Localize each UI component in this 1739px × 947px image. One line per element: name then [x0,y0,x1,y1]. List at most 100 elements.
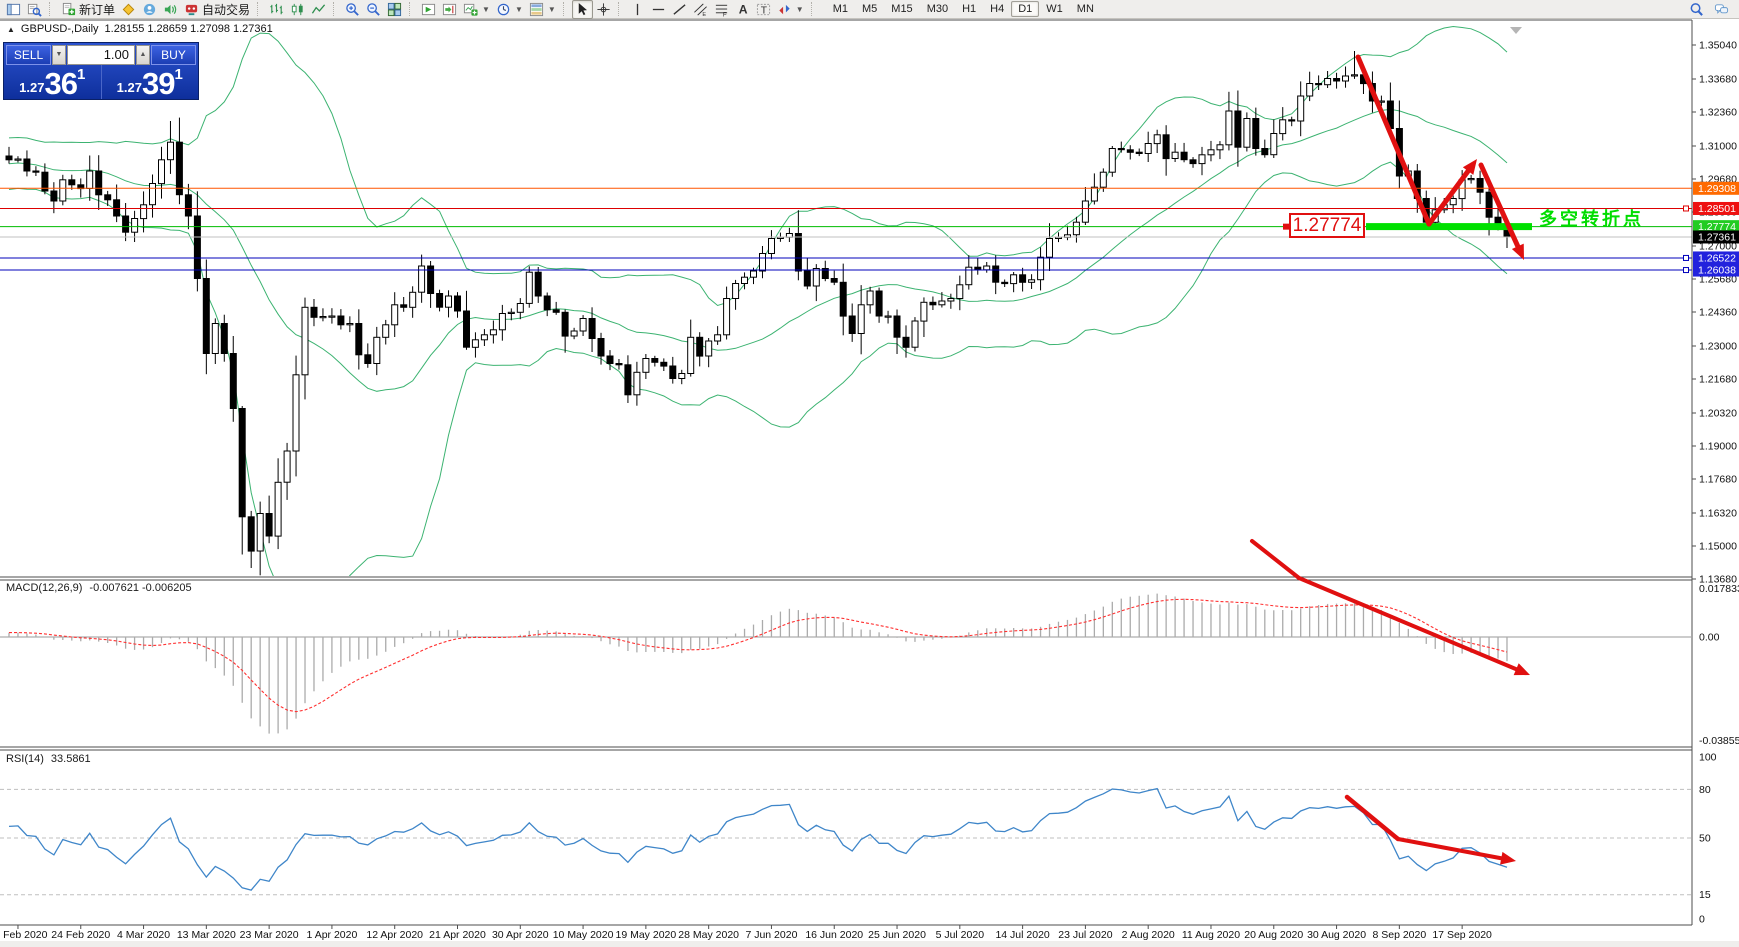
svg-text:1.26038: 1.26038 [1698,265,1736,277]
svg-text:30 Aug 2020: 30 Aug 2020 [1307,929,1366,941]
toggle-market-watch[interactable] [3,0,24,19]
svg-text:0.00: 0.00 [1699,632,1720,644]
timeframe-h1[interactable]: H1 [962,3,977,15]
zoom-out[interactable] [363,0,384,19]
timeframe-h4[interactable]: H4 [990,3,1005,15]
volume-input[interactable]: 1.00 [67,45,135,65]
data-window[interactable] [24,0,45,19]
svg-text:1.16320: 1.16320 [1699,508,1737,520]
toolbar-separator [810,2,816,16]
cursor-tool[interactable] [571,0,593,19]
chart-line-mode[interactable] [308,0,329,19]
draw-text-label[interactable]: T [753,0,774,19]
trend-icon [673,3,686,15]
svg-text:A: A [739,2,748,16]
timeframe-m15[interactable]: M15 [891,3,913,15]
draw-text[interactable]: A [732,0,753,19]
toolbar-separator [562,2,568,16]
svg-text:2 Aug 2020: 2 Aug 2020 [1122,929,1175,941]
profiles-period[interactable]: ▼ [493,0,526,19]
svg-text:8 Sep 2020: 8 Sep 2020 [1372,929,1426,941]
mql5-community[interactable] [139,0,160,19]
draw-fibonacci[interactable]: F [711,0,732,19]
buy-price[interactable]: 1.27 39 1 [102,65,199,99]
chart-bars-mode[interactable] [266,0,287,19]
rsi-indicator-name: RSI(14) [6,753,44,765]
rsi-line [8,787,1508,891]
one-click-trading-panel: SELL ▼ 1.00 ▲ BUY 1.27 36 1 1.27 39 1 [3,42,199,100]
sell-button[interactable]: SELL [6,45,51,65]
buy-price-pipette: 1 [174,66,183,83]
shift-icon [442,3,457,15]
volume-up-button[interactable]: ▲ [136,45,150,65]
trend-arrow-rsi[interactable] [1344,794,1516,865]
cursor-icon [578,2,587,15]
buy-button[interactable]: BUY [151,45,196,65]
tile-windows[interactable] [384,0,405,19]
templates[interactable]: ▼ [526,0,559,19]
rsi-pane-label: RSI(14) 33.5861 [6,753,91,765]
new-order-button[interactable]: 新订单 [58,0,118,19]
svg-text:20 Aug 2020: 20 Aug 2020 [1244,929,1303,941]
svg-text:1.15000: 1.15000 [1699,541,1737,553]
fibo-icon: F [715,4,727,17]
toolbar-separator [333,2,338,16]
price-axis[interactable]: 1.350401.336801.323601.310001.296801.283… [1691,20,1739,925]
chart-shift-marker[interactable] [1510,27,1522,34]
svg-text:28 May 2020: 28 May 2020 [678,929,739,941]
new-chart[interactable]: ▼ [460,0,493,19]
chevron-down-icon: ▼ [482,4,490,14]
zoom-in[interactable] [342,0,363,19]
draw-channel[interactable]: E [690,0,711,19]
chevron-down-icon: ▼ [55,51,63,58]
macd-indicator-name: MACD(12,26,9) [6,582,83,594]
trend-arrow-main[interactable] [1355,54,1524,260]
svg-text:1.32360: 1.32360 [1699,107,1737,119]
timeframe-toolbar: M1 M5 M15 M30 H1 H4 D1 W1 MN [826,1,1101,17]
trend-arrow-macd[interactable] [1250,539,1530,676]
chat-button[interactable] [1711,0,1732,19]
timeframe-d1[interactable]: D1 [1011,1,1040,17]
draw-arrows[interactable]: ▼ [774,0,807,19]
auto-trading-button[interactable]: 自动交易 [181,0,253,19]
svg-text:11 Aug 2020: 11 Aug 2020 [1182,929,1240,941]
timeframe-w1[interactable]: W1 [1046,3,1063,15]
crosshair-tool[interactable] [593,0,614,19]
collapse-panel-icon[interactable]: ▲ [7,24,15,34]
candlestick-series[interactable] [5,51,1511,576]
news-alerts[interactable] [160,0,181,19]
svg-text:1.24360: 1.24360 [1699,307,1737,319]
toolbar-right-group [1686,0,1736,19]
template-icon [529,2,543,16]
zoom-in-icon [346,2,359,16]
turning-point-annotation[interactable]: 多空转折点 [1539,209,1644,229]
draw-vertical-line[interactable] [627,0,648,19]
buy-price-small: 1.27 [116,80,142,95]
svg-text:1.20320: 1.20320 [1699,408,1737,420]
buy-price-big: 39 [141,66,175,101]
price-callout-1.27774[interactable]: 1.27774 [1289,213,1365,238]
chat-icon [1714,3,1729,14]
chevron-down-icon: ▼ [795,4,804,14]
svg-text:1.27774: 1.27774 [1698,221,1736,233]
search-button[interactable] [1686,0,1707,19]
sell-price[interactable]: 1.27 36 1 [4,65,102,99]
chart-shift[interactable] [439,0,460,19]
timeframe-m5[interactable]: M5 [862,3,878,15]
chart-title-line: ▲ GBPUSD-,Daily 1.28155 1.28659 1.27098 … [7,23,273,35]
timeframe-m30[interactable]: M30 [926,3,949,15]
timeframe-m1[interactable]: M1 [832,3,848,15]
chart-candles-mode[interactable] [287,0,308,19]
timeframe-mn[interactable]: MN [1076,3,1094,15]
symbol-period-label: GBPUSD-,Daily [20,23,99,35]
community-icon [143,3,156,15]
draw-horizontal-line[interactable] [648,0,669,19]
svg-text:F: F [723,11,727,16]
support-zone-bar[interactable] [1366,223,1532,231]
depth-of-market[interactable] [118,0,139,19]
draw-trendline[interactable] [669,0,690,19]
volume-down-button[interactable]: ▼ [52,45,66,65]
auto-scroll[interactable] [418,0,439,19]
